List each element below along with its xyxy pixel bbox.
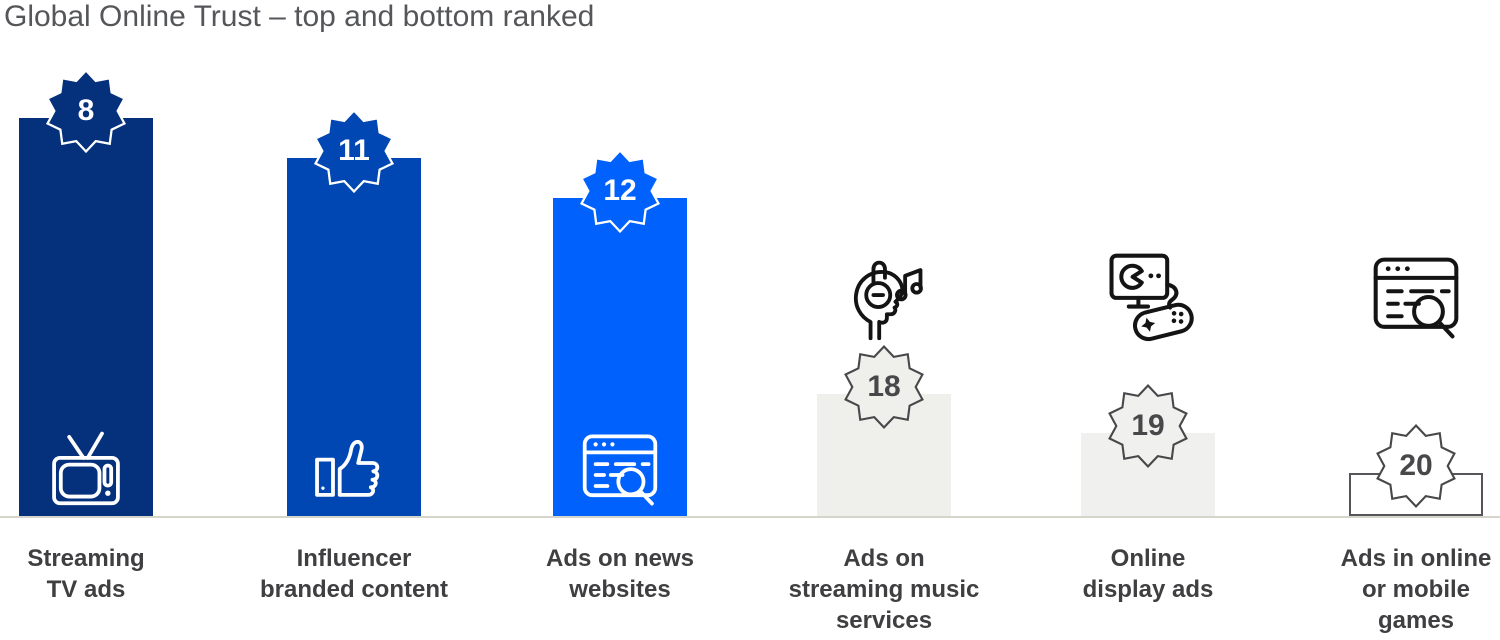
rosette-seal xyxy=(1108,383,1188,469)
rank-badge-20: 20 xyxy=(1372,422,1460,510)
gaming-icon xyxy=(1109,253,1194,342)
rank-badge-8: 8 xyxy=(42,67,130,155)
category-label-ads-on-news-websites: Ads on news websites xyxy=(545,545,695,603)
category-label-ads-in-online-games: Ads in online or mobile games xyxy=(1340,545,1492,634)
browser-search-icon xyxy=(1373,257,1459,339)
rosette-seal xyxy=(1376,423,1456,509)
rosette-seal xyxy=(45,68,127,154)
rosette-seal xyxy=(844,344,924,430)
thumbs-up-icon xyxy=(315,439,380,497)
rank-badge-19: 19 xyxy=(1104,382,1192,470)
rank-value: 8 xyxy=(77,94,95,127)
browser-search-icon xyxy=(582,434,658,506)
chart-title: Global Online Trust – top and bottom ran… xyxy=(4,0,595,33)
rank-badge-11: 11 xyxy=(310,107,398,195)
rank-value: 12 xyxy=(603,174,637,207)
rosette-seal xyxy=(579,148,661,234)
rank-badge-18: 18 xyxy=(840,343,928,431)
rank-value: 20 xyxy=(1399,449,1433,482)
category-label-online-display-ads: Online display ads xyxy=(1082,545,1214,603)
rank-value: 19 xyxy=(1131,409,1165,442)
rank-badge-12: 12 xyxy=(576,147,664,235)
bar-streaming-tv-ads xyxy=(19,118,153,516)
category-label-influencer-branded-content: Influencer branded content xyxy=(259,545,448,603)
rank-value: 11 xyxy=(338,134,370,167)
rosette-seal xyxy=(313,108,395,194)
tv-icon xyxy=(52,431,120,506)
rank-value: 18 xyxy=(867,370,901,403)
bar-influencer-branded-content xyxy=(287,158,421,516)
category-label-streaming-tv-ads: Streaming TV ads xyxy=(27,545,145,603)
music-listening-icon xyxy=(853,260,923,341)
category-label-ads-on-streaming-music: Ads on streaming music services xyxy=(788,545,980,634)
x-axis-line xyxy=(0,516,1500,518)
